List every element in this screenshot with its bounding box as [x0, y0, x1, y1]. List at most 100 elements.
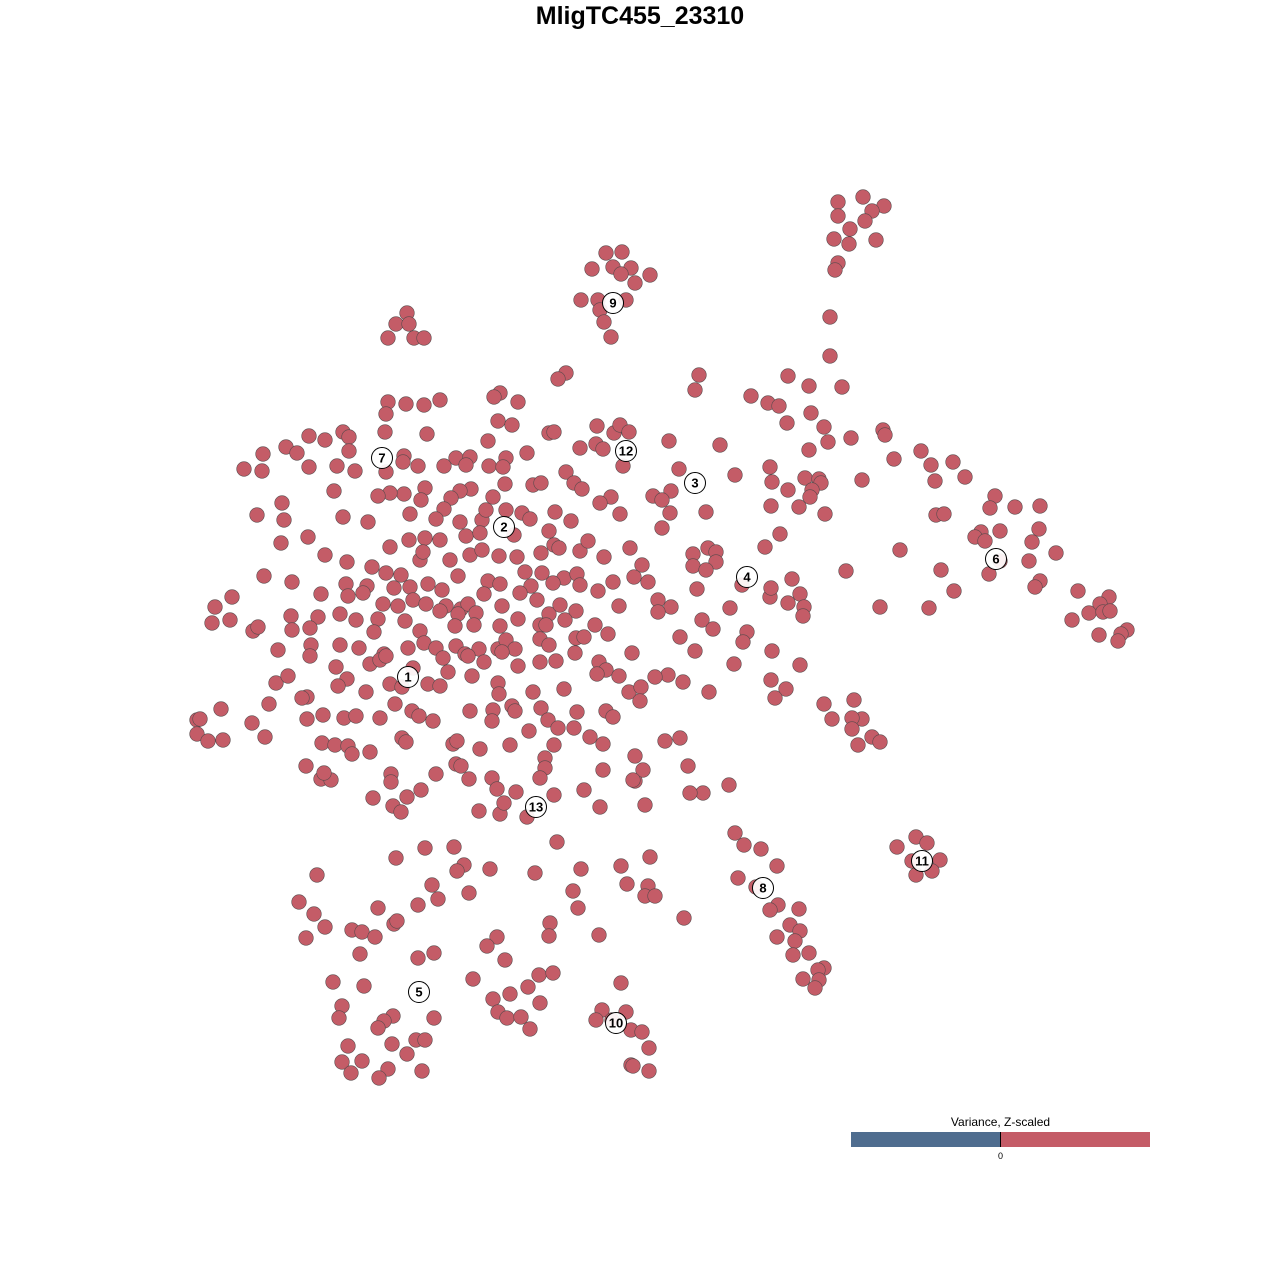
data-point [634, 557, 650, 573]
data-point [478, 502, 494, 518]
data-point [576, 629, 592, 645]
cluster-label-circle [397, 666, 419, 688]
colorbar-zero-tick [1000, 1132, 1001, 1147]
data-point [1081, 605, 1097, 621]
data-point [977, 533, 993, 549]
data-point [529, 592, 545, 608]
data-point [471, 803, 487, 819]
data-point [822, 309, 838, 325]
data-point [801, 442, 817, 458]
data-point [698, 562, 714, 578]
data-point [573, 292, 589, 308]
data-point [844, 721, 860, 737]
data-point [510, 611, 526, 627]
data-point [572, 543, 588, 559]
data-point [316, 765, 332, 781]
data-point [486, 389, 502, 405]
data-point [1064, 612, 1080, 628]
data-point [401, 532, 417, 548]
data-point [418, 596, 434, 612]
data-point [387, 696, 403, 712]
data-point [294, 690, 310, 706]
data-point [461, 771, 477, 787]
data-point [370, 900, 386, 916]
data-point [635, 762, 651, 778]
data-point [763, 580, 779, 596]
data-point [341, 443, 357, 459]
data-point [458, 457, 474, 473]
data-point [523, 578, 539, 594]
data-point [410, 458, 426, 474]
data-point [498, 502, 514, 518]
data-point [236, 461, 252, 477]
data-point [377, 424, 393, 440]
cluster-label-text: 1 [404, 670, 411, 685]
data-point [474, 542, 490, 558]
data-point [332, 606, 348, 622]
data-point [605, 709, 621, 725]
data-point [402, 579, 418, 595]
data-point [625, 772, 641, 788]
data-point [605, 574, 621, 590]
data-point [289, 445, 305, 461]
colorbar-tick-label: 0 [997, 1151, 1003, 1161]
data-point [541, 928, 557, 944]
data-point [573, 861, 589, 877]
data-point [450, 568, 466, 584]
data-point [491, 548, 507, 564]
cluster-label-5: 5 [408, 981, 430, 1003]
data-point [397, 613, 413, 629]
data-point [364, 559, 380, 575]
data-point [792, 657, 808, 673]
data-point [405, 592, 421, 608]
points-layer [189, 189, 1135, 1086]
data-point [426, 1010, 442, 1026]
data-point [424, 877, 440, 893]
data-point [432, 678, 448, 694]
data-point [663, 599, 679, 615]
data-point [598, 245, 614, 261]
data-point [820, 434, 836, 450]
cluster-label-circle [752, 877, 774, 899]
data-point [521, 723, 537, 739]
data-point [787, 933, 803, 949]
data-point [204, 615, 220, 631]
data-point [780, 482, 796, 498]
data-point [784, 571, 800, 587]
data-point [757, 539, 773, 555]
data-point [625, 1058, 641, 1074]
data-point [283, 608, 299, 624]
data-point [721, 777, 737, 793]
data-point [510, 394, 526, 410]
data-point [687, 643, 703, 659]
data-point [334, 1054, 350, 1070]
cluster-label-circle [911, 850, 933, 872]
data-point [611, 668, 627, 684]
data-point [992, 523, 1008, 539]
data-point [494, 644, 510, 660]
data-point [255, 446, 271, 462]
colorbar [851, 1132, 1150, 1147]
data-point [458, 528, 474, 544]
cluster-label-3: 3 [684, 472, 706, 494]
data-point [624, 645, 640, 661]
data-point [317, 547, 333, 563]
cluster-label-text: 8 [759, 881, 766, 896]
data-point [801, 945, 817, 961]
data-point [676, 910, 692, 926]
data-point [854, 472, 870, 488]
data-point [889, 839, 905, 855]
data-point [443, 490, 459, 506]
data-point [650, 604, 666, 620]
data-point [595, 736, 611, 752]
data-point [824, 711, 840, 727]
data-point [570, 900, 586, 916]
data-point [482, 861, 498, 877]
data-point [982, 500, 998, 516]
cluster-label-text: 11 [915, 854, 929, 869]
data-point [592, 799, 608, 815]
data-point [449, 863, 465, 879]
data-point [722, 600, 738, 616]
data-point [340, 588, 356, 604]
